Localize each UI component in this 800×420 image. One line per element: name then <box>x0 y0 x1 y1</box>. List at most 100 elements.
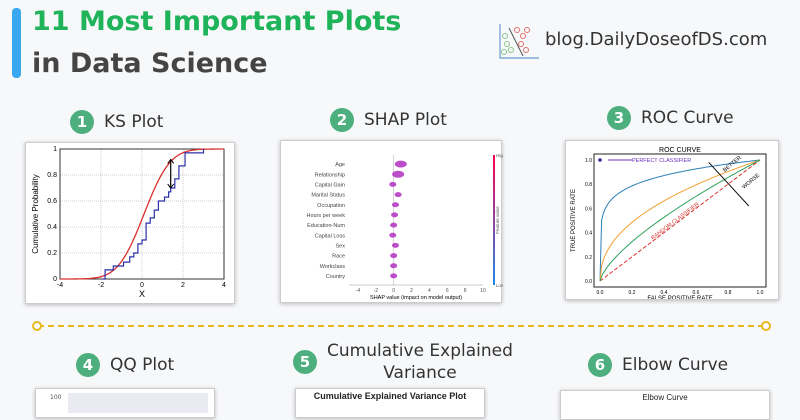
section-label: Elbow Curve <box>622 355 729 375</box>
shap-density-blob <box>389 232 397 238</box>
section-heading-1: 1 KS Plot <box>70 110 163 134</box>
site-url[interactable]: blog.DailyDoseofDS.com <box>545 29 768 50</box>
feature-label: Race <box>332 254 345 260</box>
x-tick-label: 6 <box>446 288 449 294</box>
number-badge: 6 <box>588 353 612 377</box>
y-tick-label: 0.4 <box>585 231 592 237</box>
section-label: ROC Curve <box>641 108 734 128</box>
colorbar <box>493 155 495 285</box>
x-tick-label: 10 <box>480 288 486 294</box>
shap-density-blob <box>390 222 398 228</box>
y-tick-label: 0.2 <box>47 250 57 257</box>
y-tick-label: 1.0 <box>585 158 592 164</box>
number-badge: 5 <box>293 350 317 374</box>
feature-label: Workclass <box>320 264 346 270</box>
roc-curve-plot: ROC CURVE 0.0 0.2 0.4 0.6 0.8 1.0 0.0 0.2 0.4 0.6 0… <box>571 147 767 302</box>
theoretical-cdf-line <box>60 148 225 280</box>
x-tick-label: 0.0 <box>597 290 604 296</box>
elbow-curve-card: Elbow Curve <box>560 390 770 420</box>
roc-curve-line <box>599 159 761 282</box>
shap-density-blob <box>391 202 399 208</box>
x-tick-label: -4 <box>356 288 361 294</box>
x-tick-label: 0.8 <box>725 290 732 296</box>
x-tick-label: 0.4 <box>661 290 668 296</box>
feature-label: Capital Gain <box>315 182 345 188</box>
y-tick-label: 0.6 <box>585 206 592 212</box>
x-tick-label: 0 <box>140 282 144 289</box>
y-tick-label: 0.2 <box>585 255 592 261</box>
empirical-cdf-line <box>103 149 205 280</box>
y-tick-label: 0.0 <box>585 279 592 285</box>
accent-bar <box>12 8 21 78</box>
shap-plot: Age Relationship Capital Gain Marital Statu… <box>306 153 505 301</box>
section-heading-3: 3 ROC Curve <box>607 106 734 130</box>
number-badge: 2 <box>330 108 354 132</box>
section-label-line1: Cumulative Explained <box>327 341 513 361</box>
shap-density-blob <box>394 160 407 168</box>
shap-density-blob <box>392 170 405 178</box>
x-tick-label: 0.2 <box>629 290 636 296</box>
x-tick-label: 0.6 <box>693 290 700 296</box>
feature-label: Capital Loss <box>315 233 346 239</box>
shap-density-blob <box>390 263 398 269</box>
feature-label: Country <box>326 274 346 280</box>
arrow-heads <box>167 158 175 189</box>
x-tick-label: -2 <box>374 288 379 294</box>
section-heading-4: 4 QQ Plot <box>76 353 174 377</box>
plot-frame <box>59 148 225 280</box>
shap-density-blob <box>394 192 402 198</box>
y-axis-label: Cumulative Probability <box>31 174 40 254</box>
feature-label: Sex <box>336 243 346 249</box>
chart-title: Elbow Curve <box>642 393 688 402</box>
x-tick-label: -2 <box>98 282 104 289</box>
section-heading-6: 6 Elbow Curve <box>588 353 728 377</box>
x-tick-label: 4 <box>222 282 226 289</box>
y-tick-label: 1 <box>53 146 57 153</box>
ks-plot-card: -4 -2 0 2 4 0 0.2 0.4 0.6 0.8 1 X Cumulative Probabi… <box>25 142 235 304</box>
number-badge: 1 <box>70 110 94 134</box>
qq-plot-card: 100 <box>35 388 215 418</box>
logo-icon <box>499 24 539 59</box>
shap-plot-card: Age Relationship Capital Gain Marital Statu… <box>280 140 506 303</box>
x-axis-label: X <box>139 289 145 299</box>
shap-density-blob <box>391 212 399 218</box>
y-axis-label: TRUE POSITIVE RATE <box>571 189 577 252</box>
section-divider <box>32 321 771 331</box>
chart-title: ROC CURVE <box>659 147 701 154</box>
colorbar-label: Feature value <box>495 206 500 234</box>
roc-curve-card: ROC CURVE 0.0 0.2 0.4 0.6 0.8 1.0 0.0 0.2 0.4 0.6 0… <box>565 140 779 302</box>
page-subtitle: in Data Science <box>32 48 268 79</box>
x-tick-label: 4 <box>428 288 431 294</box>
perfect-classifier-point <box>598 158 602 162</box>
y-tick-label: 0 <box>53 276 57 283</box>
y-tick-label: 0.8 <box>585 182 592 188</box>
plot-frame <box>593 153 767 288</box>
number-badge: 3 <box>607 106 631 130</box>
y-tick-label: 100 <box>50 394 62 401</box>
colorbar-high-label: High <box>496 153 503 158</box>
roc-curve-line <box>599 159 761 282</box>
feature-label: Age <box>335 162 345 168</box>
x-tick-label: 1.0 <box>757 290 764 296</box>
x-tick-label: 2 <box>410 288 413 294</box>
cumulative-variance-card: Cumulative Explained Variance Plot <box>295 388 485 418</box>
x-tick-label: -4 <box>57 282 63 289</box>
chart-title: Cumulative Explained Variance Plot <box>313 391 467 401</box>
worse-label: WORSE <box>741 172 761 190</box>
section-label-line2: Variance <box>383 363 457 383</box>
y-tick-label: 0.8 <box>47 172 57 179</box>
feature-label: Marital Status <box>311 193 345 199</box>
y-tick-label: 0.6 <box>47 198 57 205</box>
number-badge: 4 <box>76 353 100 377</box>
roc-curve-line <box>599 159 761 282</box>
x-tick-label: 8 <box>464 288 467 294</box>
section-label: QQ Plot <box>110 355 175 375</box>
x-axis-label: FALSE POSITIVE RATE <box>647 296 712 299</box>
x-axis-label: SHAP value (impact on model output) <box>370 295 462 301</box>
section-label: SHAP Plot <box>364 110 447 130</box>
y-tick-label: 0.4 <box>47 224 57 231</box>
page-title: 11 Most Important Plots <box>32 6 402 37</box>
section-heading-2: 2 SHAP Plot <box>330 108 447 132</box>
colorbar-low-label: Low <box>496 283 503 288</box>
feature-label: Education-Num <box>307 223 345 229</box>
